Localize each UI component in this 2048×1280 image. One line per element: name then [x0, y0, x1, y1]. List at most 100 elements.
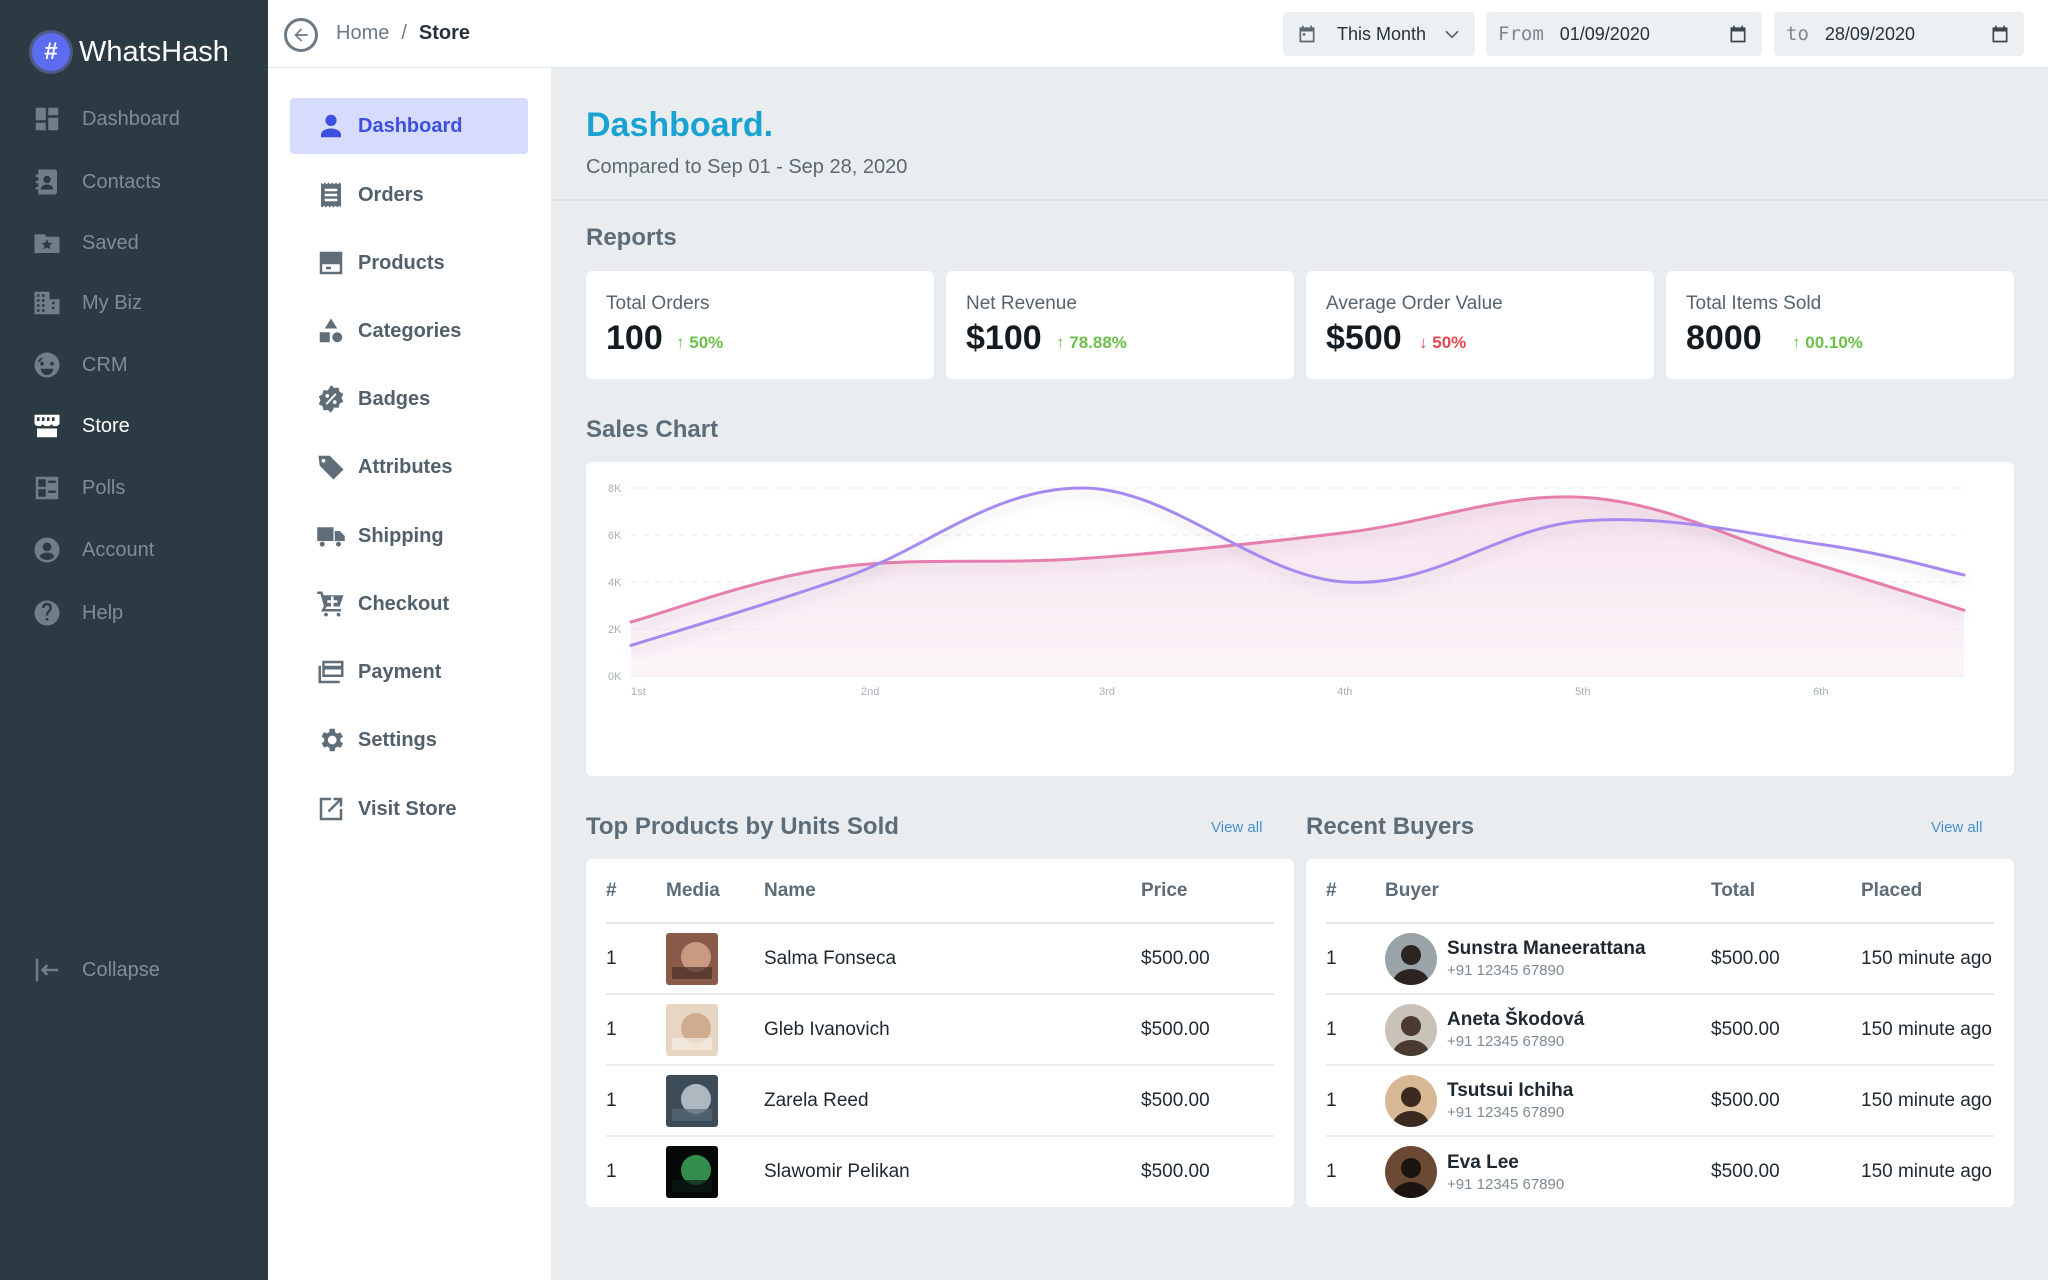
top-products-view-all-link[interactable]: View all	[1211, 819, 1263, 836]
from-label: From	[1498, 23, 1544, 45]
sidebar-item-crm[interactable]: CRM	[32, 345, 128, 385]
subnav-item-label: Dashboard	[358, 114, 463, 137]
crm-icon	[34, 352, 60, 378]
subnav-item-products[interactable]: Products	[290, 235, 528, 291]
sidebar-item-polls[interactable]: Polls	[32, 468, 125, 508]
subnav-item-visit-store[interactable]: Visit Store	[290, 781, 528, 837]
product-thumbnail[interactable]	[666, 1146, 718, 1198]
product-thumbnail[interactable]	[666, 1074, 718, 1127]
calendar-icon[interactable]	[1990, 24, 2010, 44]
subnav-item-orders[interactable]: Orders	[290, 167, 528, 223]
calendar-icon[interactable]	[1728, 24, 1748, 44]
from-date-field[interactable]: From 01/09/2020	[1486, 12, 1762, 56]
subnav-item-dashboard[interactable]: Dashboard	[290, 98, 528, 154]
avatar[interactable]	[1385, 932, 1437, 985]
table-row[interactable]: 1 Slawomir Pelikan $500.00	[606, 1136, 1274, 1207]
buyer-name[interactable]: Eva Lee	[1447, 1151, 1519, 1173]
sidebar-item-my-biz[interactable]: My Biz	[32, 283, 142, 323]
avatar[interactable]	[1385, 1003, 1437, 1056]
sidebar-item-store[interactable]: Store	[32, 406, 130, 446]
categories-icon	[319, 318, 343, 343]
subnav-item-checkout[interactable]: Checkout	[290, 576, 528, 632]
recent-buyers-title: Recent Buyers	[1306, 813, 1475, 840]
subnav-item-attributes[interactable]: Attributes	[290, 439, 528, 495]
x-tick-label: 3rd	[1099, 686, 1115, 698]
subnav-item-shipping[interactable]: Shipping	[290, 508, 528, 564]
order-total: $500.00	[1711, 1161, 1780, 1182]
subnav-item-label: Badges	[358, 387, 431, 410]
collapse-button[interactable]: Collapse	[32, 950, 160, 990]
top-products-table-card: # Media Name Price 1 Salma Fonseca $500.…	[586, 859, 1294, 1207]
x-tick-label: 1st	[631, 686, 646, 698]
whatshash-logo: #	[32, 33, 70, 71]
avatar[interactable]	[1385, 1074, 1437, 1127]
recent-buyers-table-card: # Buyer Total Placed 1 Sunstra Maneeratt…	[1306, 859, 2014, 1207]
subnav-item-label: Products	[358, 251, 445, 274]
from-date-value[interactable]: 01/09/2020	[1559, 23, 1650, 44]
subnav-item-label: Visit Store	[358, 797, 457, 820]
kpi-change-value: 50%	[689, 333, 724, 352]
kpi-label: Total Orders	[606, 293, 710, 314]
product-thumbnail[interactable]	[666, 1003, 718, 1056]
subnav-item-label: Payment	[358, 660, 442, 683]
store-subnav: Dashboard Orders Products Categories Bad…	[268, 0, 551, 1280]
table-row[interactable]: 1 Zarela Reed $500.00	[606, 1065, 1274, 1137]
sales-chart-title: Sales Chart	[586, 416, 719, 443]
user-icon	[321, 114, 341, 138]
column-header-price: Price	[1141, 859, 1274, 924]
brand[interactable]: # WhatsHash	[32, 32, 229, 72]
buyer-cell: Aneta Škodová +91 12345 67890	[1385, 994, 1711, 1066]
table-row[interactable]: 1 Salma Fonseca $500.00	[606, 923, 1274, 995]
arrow-up-icon: ↑	[676, 333, 685, 352]
kpi-change: ↑ 00.10%	[1792, 333, 1863, 353]
sidebar-item-help[interactable]: Help	[32, 593, 123, 633]
arrow-up-icon: ↑	[1792, 333, 1801, 352]
row-num: 1	[1326, 923, 1385, 995]
sidebar-item-dashboard[interactable]: Dashboard	[32, 99, 180, 139]
row-num: 1	[606, 1161, 617, 1182]
payment-icon	[318, 660, 344, 684]
kpi-label: Total Items Sold	[1686, 293, 1822, 314]
series-line-1	[629, 495, 1966, 624]
table-row[interactable]: 1 Sunstra Maneerattana +91 12345 67890 $…	[1326, 923, 1994, 995]
buyer-name[interactable]: Tsutsui Ichiha	[1447, 1080, 1574, 1101]
contacts-icon	[35, 169, 57, 195]
to-label: to	[1786, 23, 1809, 45]
subnav-item-settings[interactable]: Settings	[290, 712, 528, 768]
subnav-item-categories[interactable]: Categories	[290, 303, 528, 359]
subnav-item-label: Shipping	[358, 524, 444, 547]
top-products-table: # Media Name Price 1 Salma Fonseca $500.…	[606, 859, 1274, 1207]
buyer-name[interactable]: Sunstra Maneerattana	[1447, 938, 1646, 959]
buyer-name[interactable]: Aneta Škodová	[1447, 1009, 1585, 1030]
sidebar-item-label: CRM	[82, 353, 128, 376]
table-row[interactable]: 1 Gleb Ivanovich $500.00	[606, 994, 1274, 1066]
product-name: Zarela Reed	[764, 1065, 1141, 1137]
products-icon	[319, 251, 343, 275]
sidebar-item-saved[interactable]: Saved	[32, 223, 139, 263]
product-thumbnail[interactable]	[666, 932, 718, 985]
period-select[interactable]: This Month	[1283, 12, 1475, 56]
to-date-value[interactable]: 28/09/2020	[1824, 23, 1915, 44]
product-thumbnail-cell	[666, 994, 764, 1066]
buyer-phone: +91 12345 67890	[1447, 962, 1565, 979]
recent-buyers-view-all-link[interactable]: View all	[1931, 819, 1983, 836]
polls-icon	[35, 476, 59, 500]
avatar[interactable]	[1385, 1146, 1437, 1198]
table-row[interactable]: 1 Tsutsui Ichiha +91 12345 67890 $500.00…	[1326, 1065, 1994, 1137]
breadcrumb: Home / Store	[336, 22, 470, 45]
row-num: 1	[1326, 1065, 1385, 1137]
table-row[interactable]: 1 Eva Lee +91 12345 67890 $500.00 150 mi…	[1326, 1136, 1994, 1207]
back-button[interactable]	[284, 18, 318, 52]
subnav-item-payment[interactable]: Payment	[290, 644, 528, 700]
dashboard-header: Dashboard. Compared to Sep 01 - Sep 28, …	[551, 68, 2048, 201]
table-header-row: # Buyer Total Placed	[1326, 859, 1994, 924]
saved-icon	[34, 234, 60, 253]
breadcrumb-home[interactable]: Home	[336, 22, 390, 44]
sidebar-item-account[interactable]: Account	[32, 530, 154, 570]
sidebar-item-contacts[interactable]: Contacts	[32, 162, 161, 202]
subnav-item-badges[interactable]: Badges	[290, 371, 528, 427]
to-date-field[interactable]: to 28/09/2020	[1774, 12, 2024, 56]
sidebar-item-label: Saved	[82, 231, 139, 254]
table-row[interactable]: 1 Aneta Škodová +91 12345 67890 $500.00 …	[1326, 994, 1994, 1066]
subnav-item-label: Orders	[358, 183, 424, 206]
